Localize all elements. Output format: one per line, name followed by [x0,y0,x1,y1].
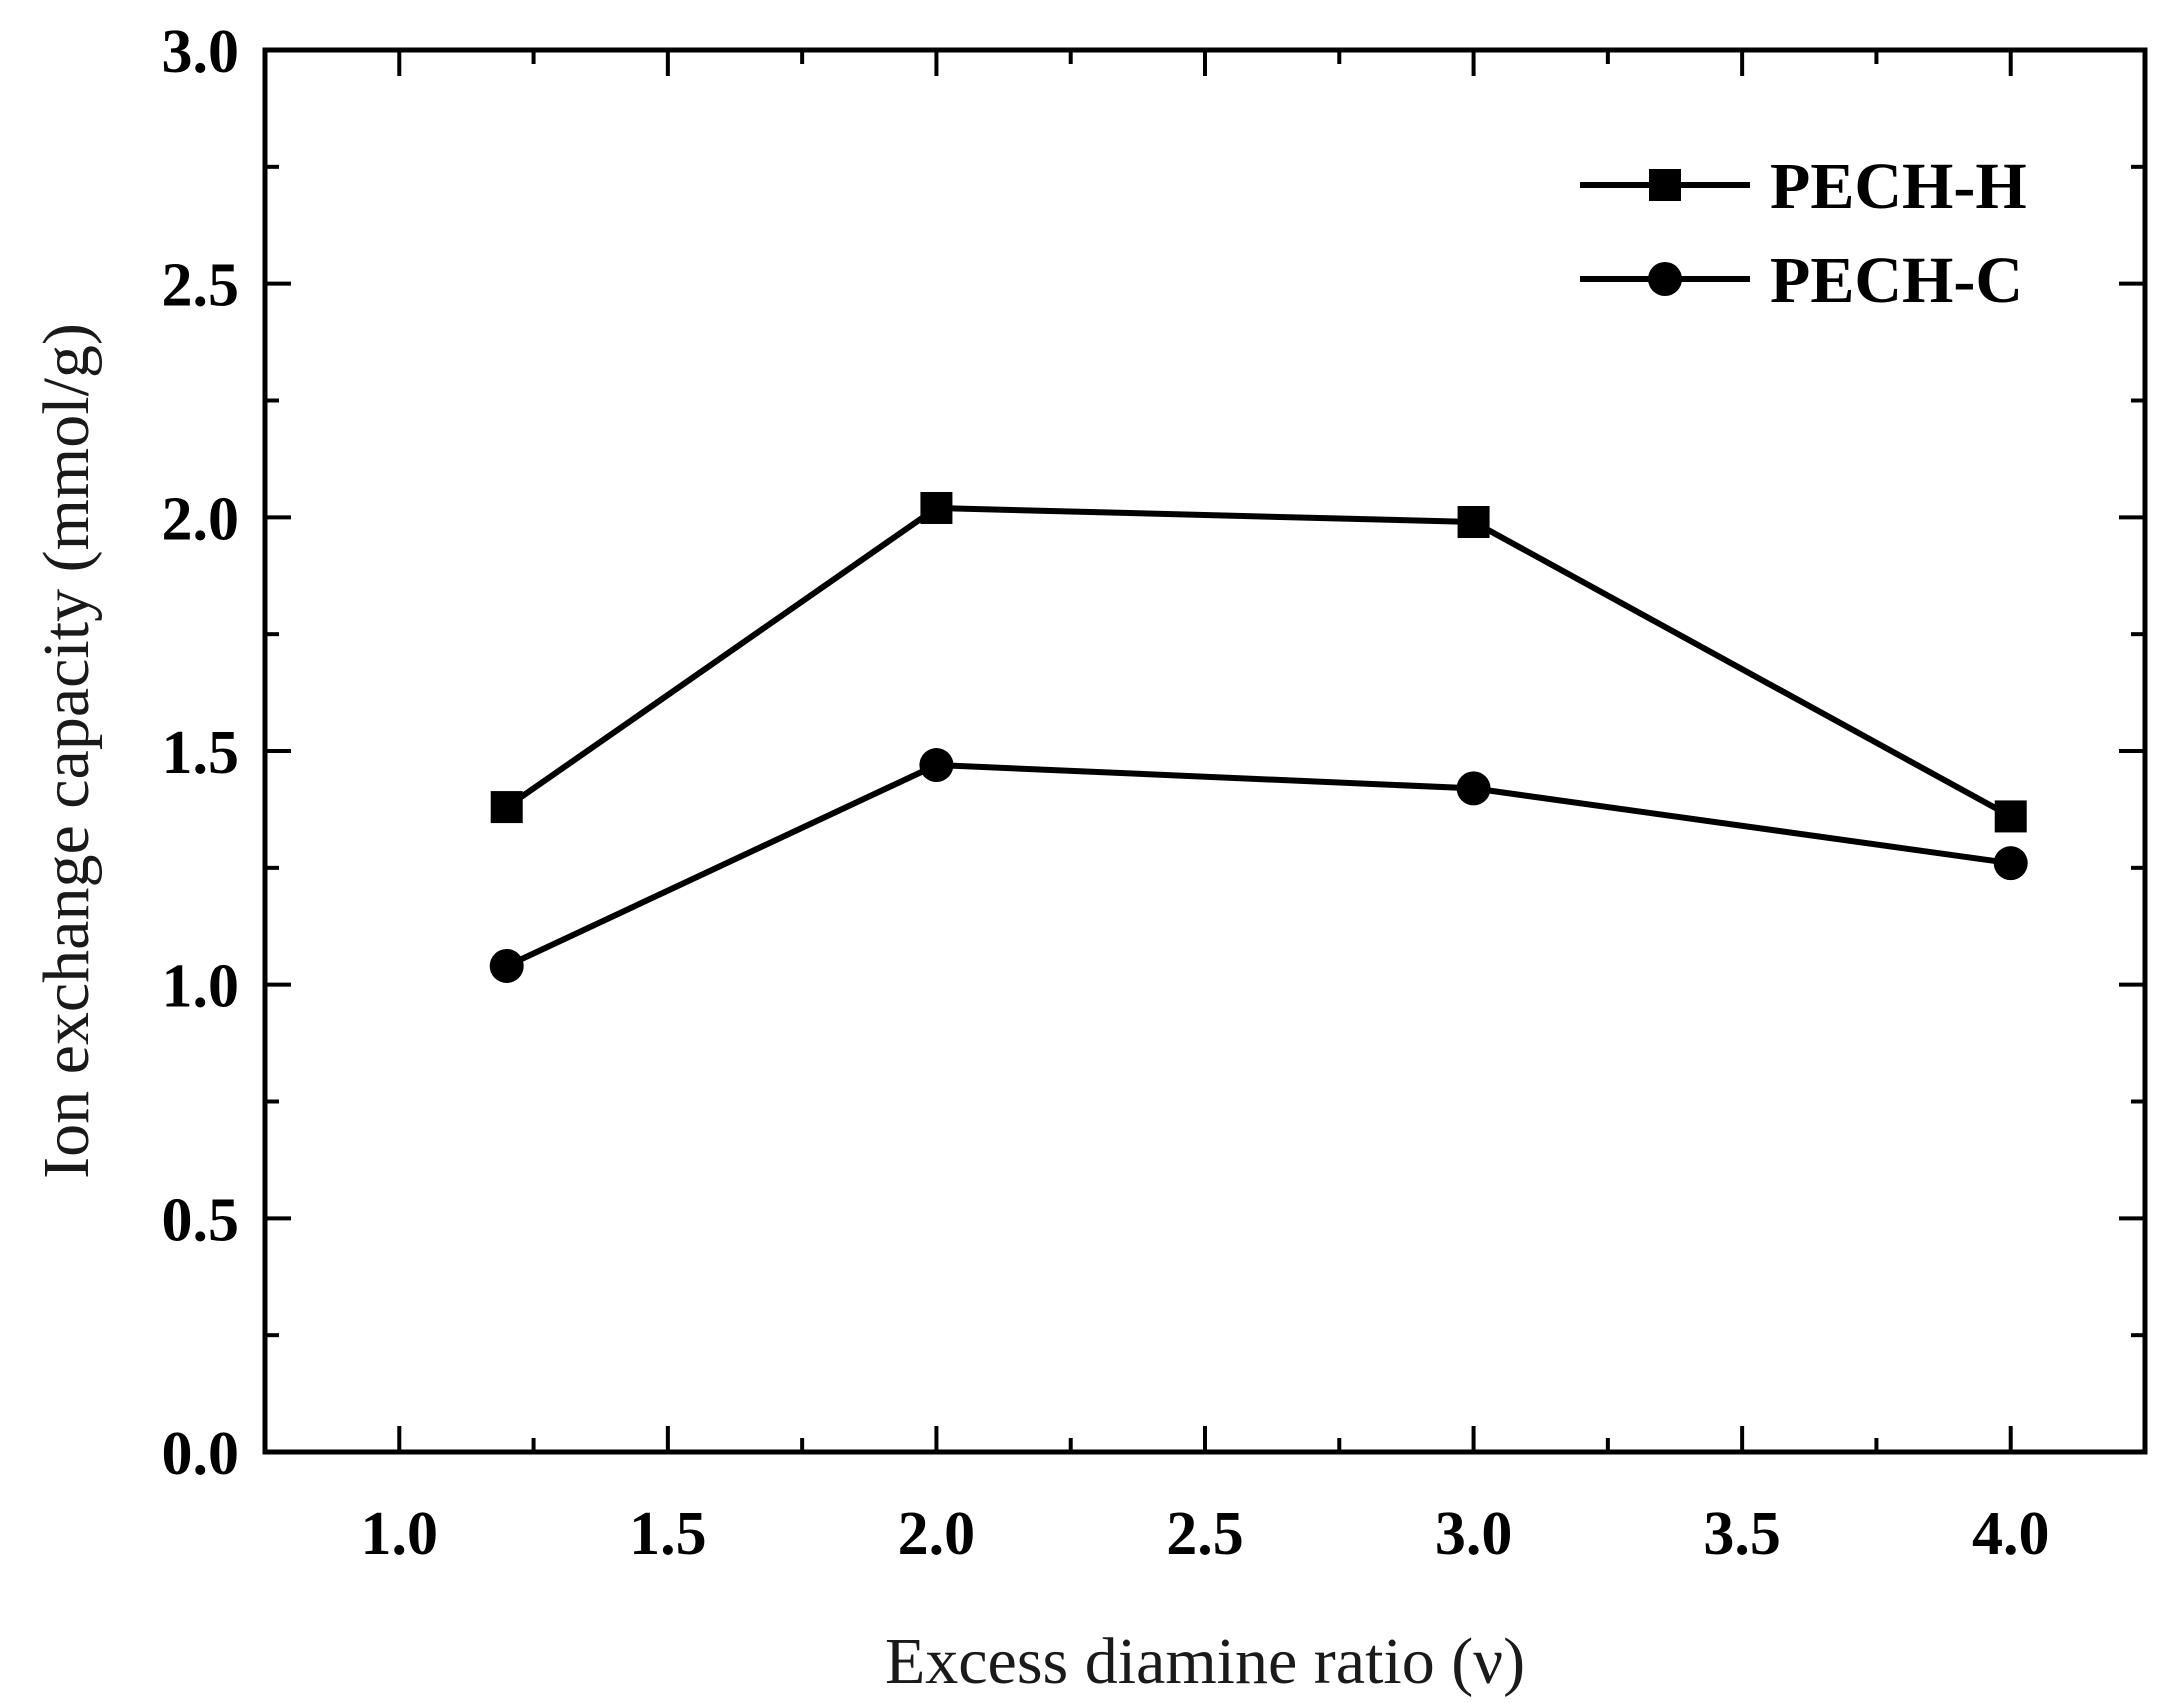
y-axis-title: Ion exchange capacity (mmol/g) [30,323,103,1179]
legend-label-pech-c: PECH-C [1770,244,2023,317]
data-point-pech-h [1457,506,1490,539]
series-pech-h [490,491,2027,833]
data-point-pech-h [920,491,953,524]
y-tick-label: 3.0 [162,18,240,86]
series-pech-c [489,748,2028,983]
x-tick-label: 1.5 [629,1500,707,1568]
legend-item-pech-h: PECH-H [1580,150,2027,223]
legend-item-pech-c: PECH-C [1580,244,2023,317]
x-tick-label: 2.0 [898,1500,976,1568]
plot-series [489,491,2028,983]
y-tick-label: 2.0 [162,485,240,553]
data-point-pech-c [919,748,954,783]
x-tick-label: 3.5 [1703,1500,1781,1568]
x-tick-label: 1.0 [361,1500,439,1568]
legend-label-pech-h: PECH-H [1770,150,2027,223]
series-line-pech-h [504,505,2013,820]
y-tick-label: 1.5 [162,719,240,787]
legend-marker-pech-h [1649,169,1681,201]
legend-marker-pech-c [1648,262,1682,296]
series-line-pech-c [505,762,2012,969]
y-tick-label: 2.5 [162,252,240,320]
legend: PECH-H PECH-C [1580,150,2027,317]
x-tick-label: 4.0 [1972,1500,2050,1568]
data-point-pech-c [1993,846,2028,881]
data-point-pech-h [490,791,523,824]
data-point-pech-c [1456,771,1491,806]
data-point-pech-h [1994,800,2027,833]
y-tick-label: 1.0 [162,953,240,1021]
data-point-pech-c [489,948,524,983]
tick-labels: 1.0 1.5 2.0 2.5 3.0 3.5 4.0 0.0 0.5 1.0 1.5 2.0 2.5 3… [162,18,2050,1568]
y-tick-label: 0.0 [162,1420,240,1488]
x-tick-label: 2.5 [1166,1500,1244,1568]
x-axis-title: Excess diamine ratio (ν) [885,1625,1525,1698]
y-tick-label: 0.5 [162,1186,240,1254]
plot-frame [262,47,2148,1455]
x-tick-label: 3.0 [1435,1500,1513,1568]
